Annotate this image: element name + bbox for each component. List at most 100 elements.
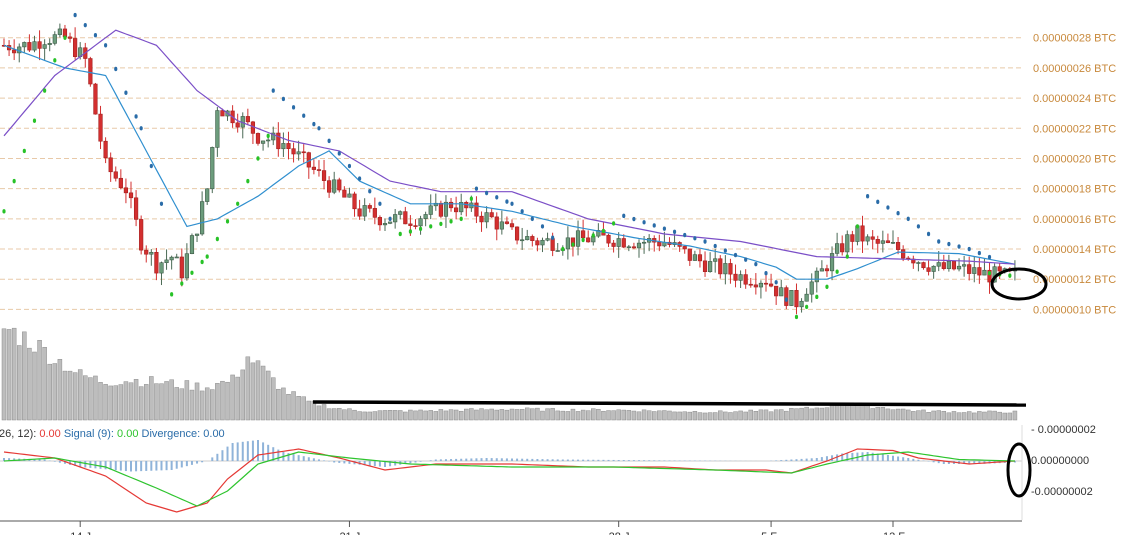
candle-body [880,240,885,244]
volume-bar [514,409,520,421]
time-tick-label: 5 F [761,531,777,535]
candle-body [454,207,459,213]
volume-bar [987,410,992,421]
psar-dot [845,254,849,259]
psar-dot [896,211,900,216]
candle-body [296,151,301,155]
volume-bar [875,407,881,421]
psar-dot [713,243,717,249]
candle-body [393,214,398,223]
candle-body [52,34,57,44]
psar-dot [134,114,138,119]
volume-bar [32,351,37,421]
candle-body [829,253,835,272]
volume-bar [585,410,591,421]
psar-dot [215,236,219,242]
price-tick-label: 0.00000018 BTC [1033,184,1116,196]
psar-dot [474,186,479,191]
parabolic-sar-dots [2,12,1012,320]
macd-tick-label: 0.00000000 [1031,455,1089,467]
volume-bar [611,410,616,421]
candle-body [682,246,687,250]
volume-bar [118,384,124,421]
candle-body [723,263,728,275]
volume-bar [657,410,662,421]
volume-bar [972,412,977,421]
candle-body [98,113,103,142]
macd-legend: 26, 12): 0.00 Signal (9): 0.00 Divergenc… [0,428,225,440]
volume-bar [768,411,774,421]
psar-dot [520,209,524,214]
volume-bar [138,386,144,421]
volume-bar [230,374,235,421]
volume-bar [42,347,47,421]
psar-dot [987,271,992,276]
candle-body [540,239,545,246]
annotation-ellipse-macd [1006,442,1032,498]
volume-bar [408,409,413,421]
candle-body [596,230,601,237]
volume-bar [956,412,962,421]
price-axis-labels: 0.00000028 BTC 0.00000026 BTC 0.00000024 B… [1033,33,1116,317]
volume-bar [149,376,154,421]
volume-bar [6,329,12,421]
volume-bar [743,411,748,421]
volume-bar [281,387,286,421]
volume-bar [504,409,510,421]
volume-bars [1,327,1018,421]
volume-bar [474,409,479,421]
psar-dot [642,220,646,225]
psar-dot [83,22,87,28]
psar-dot [987,254,992,260]
volume-bar [47,363,52,421]
candle-body [266,139,271,142]
candle-body [362,205,367,217]
signal-legend-value: 0.00 [117,428,138,440]
candle-body [108,157,113,173]
psar-dot [32,118,37,123]
psar-dot [825,284,829,289]
volume-bar [159,383,164,421]
psar-dot [723,248,727,253]
volume-bar [575,411,581,421]
candle-body [819,268,824,272]
volume-bar [509,408,515,421]
candle-body [347,193,352,198]
candle-body [235,122,240,128]
volume-bar [93,375,98,421]
candle-body [271,132,276,141]
psar-dot [652,223,656,228]
candle-body [758,282,764,288]
candle-body [621,238,626,248]
volume-bar [484,409,489,421]
candle-body [697,254,703,262]
candle-body [403,211,408,225]
candle-body [530,236,535,241]
candle-body [332,179,337,193]
volume-bar [1,328,7,421]
volume-bar [855,403,860,421]
volume-bar [672,411,677,421]
candle-body [814,270,819,283]
psar-dot [124,90,128,95]
volume-bar [748,409,754,421]
volume-bar [997,411,1002,421]
volume-bar [98,382,103,421]
candle-body [636,242,642,249]
volume-bar [479,408,484,421]
candle-body [641,241,647,244]
psar-dot [418,226,423,232]
price-gridlines [0,37,1022,310]
candle-body [438,202,443,217]
candle-body [479,215,484,223]
macd-legend-prefix: 26, 12): [0,428,39,440]
candle-body [398,211,403,215]
candle-body [774,285,779,297]
psar-dot [510,201,514,206]
candle-body [387,221,393,224]
volume-bar [646,410,652,421]
volume-bar [413,410,418,421]
psar-dot [190,270,194,275]
candle-body [967,264,972,274]
